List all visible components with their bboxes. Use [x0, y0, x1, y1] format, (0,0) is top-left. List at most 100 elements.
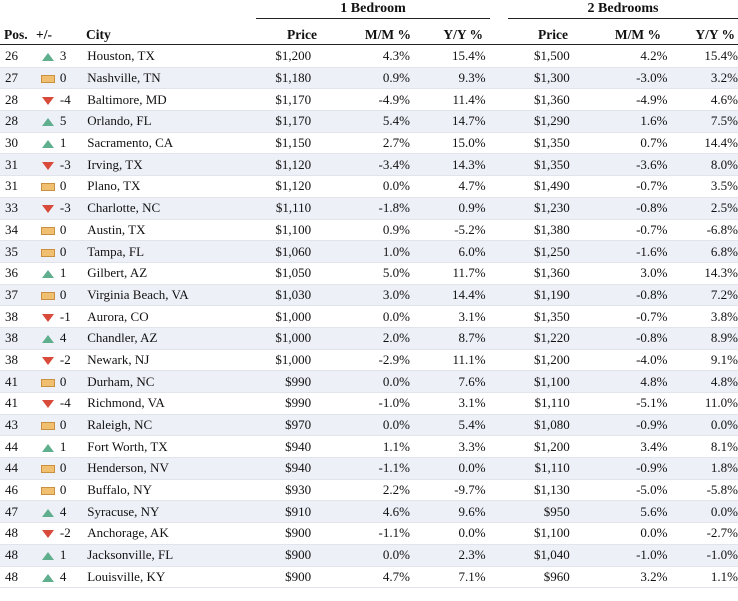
cell-change: 3 [59, 46, 88, 68]
cell-price-2br: $1,100 [485, 522, 570, 545]
dash-icon [41, 422, 56, 431]
cell-indicator [36, 219, 60, 242]
cell-yy-1br: 7.1% [409, 566, 486, 589]
table-row: 41 -4 Richmond, VA $990 -1.0% 3.1% $1,110 -5.1%… [0, 392, 738, 415]
cell-indicator [36, 284, 60, 307]
triangle-down-icon [42, 400, 55, 409]
table-row: 48 -2 Anchorage, AK $900 -1.1% 0.0% $1,100 0.0%… [0, 522, 738, 545]
cell-mm-1br: 3.0% [311, 284, 410, 307]
table-row: 47 4 Syracuse, NY $910 4.6% 9.6% $950 5.6% 0.0% [0, 500, 738, 524]
cell-change: 4 [59, 327, 88, 350]
cell-price-2br: $1,360 [485, 262, 570, 285]
cell-city: Jacksonville, FL [87, 544, 248, 567]
col-header-mm-2br: M/M % [614, 27, 661, 42]
cell-pos: 48 [0, 522, 37, 545]
cell-yy-2br: 8.9% [667, 327, 738, 350]
cell-mm-2br: -5.0% [569, 479, 668, 502]
cell-price-1br: $910 [247, 500, 312, 524]
cell-price-1br: $1,050 [247, 262, 312, 285]
cell-price-1br: $1,170 [247, 88, 312, 112]
cell-change: 4 [59, 500, 88, 524]
table-row: 44 0 Henderson, NV $940 -1.1% 0.0% $1,110 -0.9%… [0, 457, 738, 480]
cell-change: 0 [59, 479, 88, 502]
cell-price-1br: $1,200 [247, 46, 312, 68]
cell-pos: 41 [0, 392, 37, 415]
cell-city: Aurora, CO [87, 305, 248, 328]
cell-yy-2br: 0.0% [667, 414, 738, 437]
cell-pos: 30 [0, 132, 37, 155]
cell-mm-1br: 1.0% [311, 240, 410, 263]
col-header-change: +/- [36, 27, 52, 42]
table-row: 38 -1 Aurora, CO $1,000 0.0% 3.1% $1,350 -0.7% 3… [0, 305, 738, 328]
triangle-up-icon [42, 443, 55, 452]
cell-indicator [36, 197, 60, 220]
cell-change: 0 [59, 414, 88, 437]
cell-yy-2br: 3.8% [667, 305, 738, 328]
cell-mm-2br: 0.0% [569, 522, 668, 545]
cell-yy-2br: 14.4% [667, 132, 738, 155]
cell-city: Newark, NJ [87, 349, 248, 372]
cell-yy-1br: 3.1% [409, 392, 486, 415]
cell-mm-1br: 0.0% [311, 544, 410, 567]
triangle-up-icon [42, 508, 55, 517]
cell-price-2br: $1,080 [485, 414, 570, 437]
cell-indicator [36, 240, 60, 263]
cell-yy-1br: 0.9% [409, 197, 486, 220]
cell-change: -3 [59, 153, 88, 177]
col-header-city: City [86, 27, 111, 42]
cell-mm-1br: 4.6% [311, 500, 410, 524]
dash-icon [41, 291, 56, 300]
col-header-pos: Pos. [4, 27, 28, 42]
cell-mm-2br: 3.0% [569, 262, 668, 285]
cell-indicator [36, 500, 60, 524]
group-label-1-bedroom: 1 Bedroom [340, 1, 406, 16]
cell-city: Houston, TX [87, 46, 248, 68]
cell-pos: 31 [0, 153, 37, 177]
dash-icon [41, 75, 56, 84]
cell-price-2br: $1,500 [485, 46, 570, 68]
cell-price-2br: $1,200 [485, 349, 570, 372]
triangle-up-icon [42, 118, 55, 127]
cell-pos: 38 [0, 305, 37, 328]
cell-price-2br: $1,350 [485, 153, 570, 177]
cell-city: Plano, TX [87, 175, 248, 198]
cell-yy-2br: 11.0% [667, 392, 738, 415]
cell-change: 0 [59, 67, 88, 90]
cell-pos: 48 [0, 566, 37, 589]
cell-yy-2br: 4.8% [667, 370, 738, 393]
cell-yy-1br: 15.4% [409, 46, 486, 68]
cell-price-2br: $1,490 [485, 175, 570, 198]
col-header-yy-1br: Y/Y % [443, 27, 483, 42]
cell-mm-2br: -0.7% [569, 219, 668, 242]
table-row: 41 0 Durham, NC $990 0.0% 7.6% $1,100 4.8% 4.8% [0, 370, 738, 393]
cell-pos: 48 [0, 544, 37, 567]
cell-price-1br: $990 [247, 392, 312, 415]
cell-city: Fort Worth, TX [87, 435, 248, 459]
cell-price-2br: $1,100 [485, 370, 570, 393]
triangle-down-icon [42, 96, 55, 105]
cell-yy-1br: 11.1% [409, 349, 486, 372]
table-row: 36 1 Gilbert, AZ $1,050 5.0% 11.7% $1,360 3.0% 1… [0, 262, 738, 285]
cell-yy-1br: 14.7% [409, 110, 486, 133]
cell-yy-2br: 8.1% [667, 435, 738, 459]
cell-mm-1br: -4.9% [311, 88, 410, 112]
table-row: 38 -2 Newark, NJ $1,000 -2.9% 11.1% $1,200 -4.0… [0, 349, 738, 372]
triangle-up-icon [42, 335, 55, 344]
cell-indicator [36, 522, 60, 545]
cell-change: -4 [59, 88, 88, 112]
cell-yy-2br: 4.6% [667, 88, 738, 112]
cell-yy-1br: 14.4% [409, 284, 486, 307]
cell-price-2br: $1,130 [485, 479, 570, 502]
cell-mm-1br: 5.4% [311, 110, 410, 133]
cell-price-1br: $990 [247, 370, 312, 393]
cell-change: 5 [59, 110, 88, 133]
cell-indicator [36, 370, 60, 393]
cell-change: 1 [59, 132, 88, 155]
cell-price-1br: $900 [247, 566, 312, 589]
cell-mm-2br: 3.2% [569, 566, 668, 589]
cell-indicator [36, 566, 60, 589]
cell-change: -1 [59, 305, 88, 328]
cell-pos: 44 [0, 435, 37, 459]
dash-icon [41, 465, 56, 474]
cell-yy-2br: 6.8% [667, 240, 738, 263]
